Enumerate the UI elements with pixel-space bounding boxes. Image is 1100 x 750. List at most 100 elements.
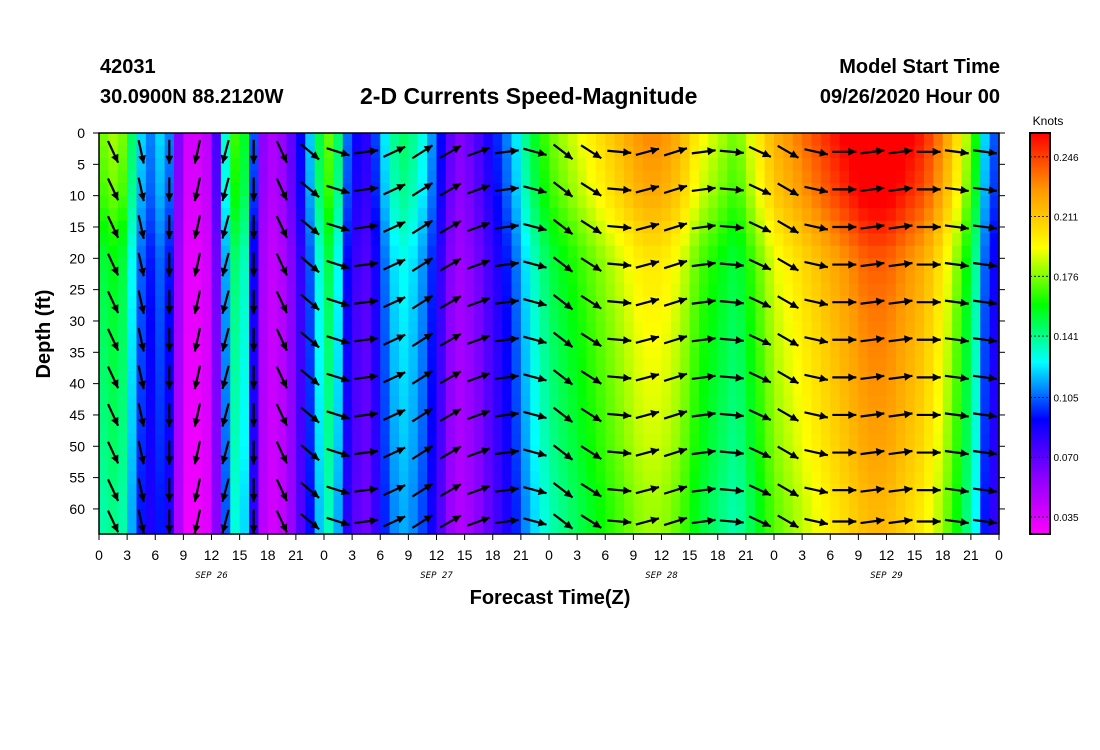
vector-head (310, 226, 320, 235)
heatmap-cell (680, 233, 691, 247)
heatmap-cell (239, 245, 250, 259)
heatmap-cell (502, 508, 513, 523)
vector-head (622, 411, 632, 420)
heatmap-cell (605, 270, 616, 284)
heatmap-cell (764, 496, 775, 510)
heatmap-cell (895, 195, 906, 209)
heatmap-cell (567, 258, 578, 272)
current-vector (663, 221, 688, 232)
heatmap-cell (211, 158, 222, 172)
heatmap-cell (445, 320, 456, 335)
vector-head (960, 336, 969, 345)
current-vector (192, 177, 202, 202)
current-vector (832, 185, 857, 194)
x-tick-label: 6 (151, 547, 159, 563)
heatmap-cell (970, 133, 981, 147)
heatmap-cell (577, 371, 588, 385)
heatmap-cell (492, 195, 503, 209)
heatmap-cell (436, 483, 447, 498)
current-vector (523, 485, 547, 496)
heatmap-cell (427, 145, 438, 159)
heatmap-cell (117, 233, 128, 247)
heatmap-cell (736, 346, 747, 360)
heatmap-cell (145, 471, 156, 485)
heatmap-cell (839, 346, 850, 360)
vector-head (220, 192, 229, 201)
heatmap-cell (399, 346, 409, 360)
heatmap-cell (530, 508, 541, 523)
heatmap-cell (174, 220, 184, 234)
heatmap-cell (952, 245, 963, 259)
heatmap-cell (249, 170, 259, 184)
heatmap-cell (314, 245, 325, 259)
heatmap-cell (361, 158, 372, 172)
heatmap-cell (886, 320, 897, 335)
vector-head (537, 412, 547, 420)
current-vector (804, 517, 829, 527)
heatmap-cell (483, 446, 494, 460)
heatmap-cell (820, 258, 831, 272)
vector-head (960, 261, 969, 270)
current-vector (137, 509, 146, 534)
heatmap-cell (324, 308, 334, 322)
current-vector (719, 411, 744, 420)
heatmap-cell (745, 170, 756, 184)
current-vector (944, 298, 969, 307)
heatmap-cell (624, 346, 634, 360)
heatmap-cell (445, 421, 456, 435)
heatmap-cell (399, 245, 409, 259)
heatmap-cell (408, 471, 419, 485)
heatmap-cell (117, 471, 128, 485)
heatmap-cell (708, 421, 719, 435)
vector-head (423, 446, 433, 454)
current-vector (860, 147, 885, 156)
current-vector (635, 516, 660, 526)
heatmap-cell (324, 496, 334, 510)
vector-head (220, 492, 229, 502)
heatmap-cell (202, 483, 213, 498)
heatmap-cell (783, 358, 794, 372)
heatmap-cell (961, 133, 972, 147)
heatmap-cell (352, 383, 363, 397)
heatmap-cell (952, 170, 963, 184)
heatmap-cell (464, 208, 475, 222)
heatmap-cell (474, 233, 484, 247)
heatmap-cell (314, 346, 325, 360)
heatmap-cell (952, 233, 963, 247)
heatmap-cell (577, 270, 588, 284)
heatmap-cell (755, 270, 766, 284)
heatmap-cell (258, 346, 269, 360)
current-vector (888, 222, 913, 231)
heatmap-cell (361, 433, 372, 447)
current-vector (220, 403, 230, 427)
vector-head (622, 517, 632, 526)
heatmap-cell (127, 195, 138, 209)
vector-head (932, 185, 941, 194)
vector-head (510, 410, 519, 419)
heatmap-cell (211, 446, 222, 460)
heatmap-cell (211, 346, 222, 360)
heatmap-cell (877, 383, 888, 397)
heatmap-cell (595, 295, 606, 310)
heatmap-cell (849, 208, 859, 222)
heatmap-cell (492, 270, 503, 284)
heatmap-cell (858, 458, 869, 472)
heatmap-cell (877, 308, 888, 322)
heatmap-cell (745, 383, 756, 397)
vector-head (111, 228, 119, 238)
heatmap-cell (389, 396, 400, 410)
heatmap-cell (849, 158, 859, 172)
heatmap-cell (464, 458, 475, 472)
heatmap-cell (436, 320, 447, 335)
heatmap-cell (811, 521, 822, 535)
heatmap-cell (764, 521, 775, 535)
vector-head (452, 145, 461, 154)
current-vector (411, 257, 434, 272)
heatmap-cell (127, 283, 138, 297)
heatmap-cell (820, 508, 831, 523)
heatmap-cell (661, 183, 672, 197)
vector-head (678, 297, 688, 305)
vector-head (932, 373, 941, 382)
heatmap-cell (858, 521, 869, 535)
heatmap-cell (127, 308, 138, 322)
